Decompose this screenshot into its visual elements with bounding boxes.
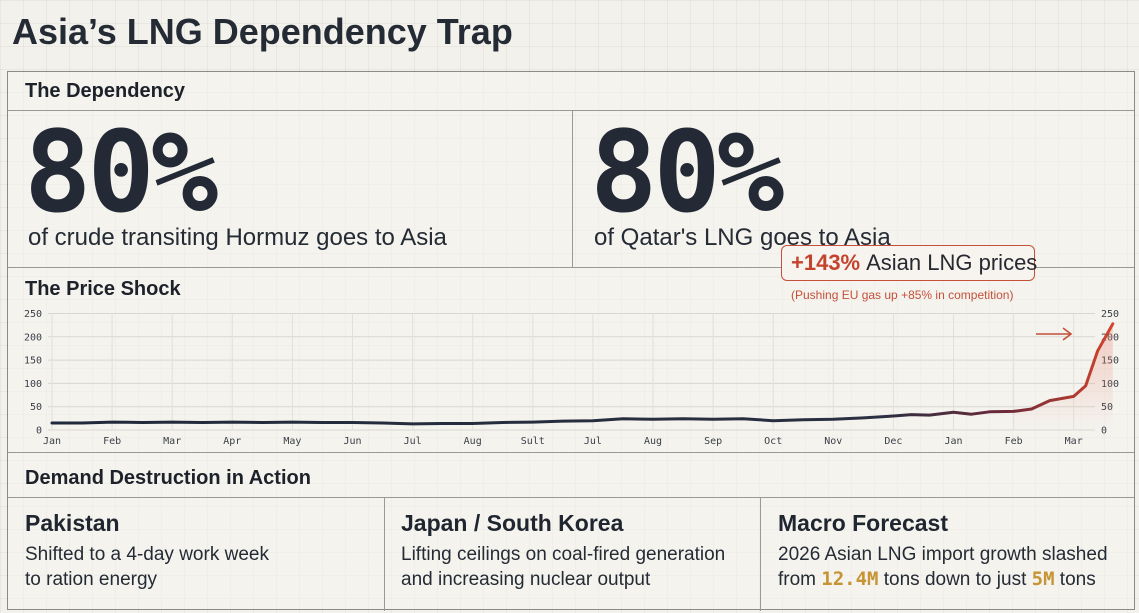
y-tick-label: 250 [24,309,42,320]
divider [384,497,385,611]
x-tick-label: Mar [1065,436,1083,447]
chart-grid [48,313,1095,431]
price-callout: +143% Asian LNG prices [781,245,1038,281]
card-line: Shifted to a 4-day work week [25,544,269,565]
x-tick-label: Aug [644,436,662,447]
callout-text: Asian LNG prices [866,250,1038,275]
x-tick-label: May [283,436,301,447]
card-text: from [778,569,822,590]
card-line: and increasing nuclear output [401,569,651,590]
divider [8,497,1134,498]
divider [8,267,1134,268]
x-tick-label: Jan [43,436,61,447]
card-line: to ration energy [25,569,158,590]
x-tick-label: Feb [103,436,121,447]
y-axis-left: 0 50 100 150 200 250 [24,309,42,437]
stat-caption-hormuz: of crude transiting Hormuz goes to Asia [28,224,447,251]
y-tick-label: 250 [1101,309,1119,320]
divider [760,497,761,611]
page-title: Asia’s LNG Dependency Trap [12,11,513,52]
y-tick-label: 0 [36,426,42,437]
card-line: Lifting ceilings on coal-fired generatio… [401,544,726,565]
series-line-asian-lng [50,322,1115,426]
x-tick-label: Mar [163,436,181,447]
demand-heading: Demand Destruction in Action [25,467,311,489]
card-title-macro-forecast: Macro Forecast [778,510,949,536]
x-tick-label: Jul [404,436,422,447]
x-tick-label: Dec [884,436,902,447]
card-text: tons down to just [878,569,1032,590]
callout-highlight: +143% [791,250,861,275]
card-line: from 12.4M tons down to just 5M tons [778,567,1108,592]
card-title-japan-korea: Japan / South Korea [401,510,624,536]
infographic-panel [7,71,1135,611]
x-tick-label: Apr [223,436,241,447]
x-tick-label: Sult [521,436,545,447]
y-tick-label: 200 [24,332,42,343]
spike-area [1013,323,1113,430]
stat-value-qatar: 80% [590,108,784,238]
y-tick-label: 0 [1101,426,1107,437]
forecast-old-value: 12.4M [821,568,879,590]
x-tick-label: Jun [343,436,361,447]
forecast-new-value: 5M [1031,568,1055,590]
callout-subtext: (Pushing EU gas up +85% in competition) [791,288,1014,302]
y-tick-label: 50 [30,402,42,413]
x-tick-label: Jan [944,436,962,447]
divider [8,452,1134,453]
x-axis: Jan Feb Mar Apr May Jun Jul Aug Sult Jul Aug Sep Oct… [43,436,1083,447]
stat-value-hormuz: 80% [24,108,218,238]
divider [8,110,1134,111]
card-title-pakistan: Pakistan [25,510,120,536]
y-tick-label: 150 [24,356,42,367]
callout-arrow [1036,327,1073,341]
x-tick-label: Sep [704,436,722,447]
card-body-pakistan: Shifted to a 4-day work week to ration e… [25,542,269,592]
x-tick-label: Feb [1005,436,1023,447]
x-tick-label: Oct [764,436,782,447]
card-body-macro-forecast: 2026 Asian LNG import growth slashed fro… [778,542,1108,592]
y-tick-label: 100 [24,379,42,390]
dependency-heading: The Dependency [25,80,186,102]
x-tick-label: Jul [584,436,602,447]
x-tick-label: Nov [824,436,842,447]
card-text: tons [1054,569,1096,590]
divider [572,110,573,267]
card-body-japan-korea: Lifting ceilings on coal-fired generatio… [401,542,725,592]
x-tick-label: Aug [464,436,482,447]
price-shock-heading: The Price Shock [25,278,181,300]
card-line: 2026 Asian LNG import growth slashed [778,544,1108,565]
